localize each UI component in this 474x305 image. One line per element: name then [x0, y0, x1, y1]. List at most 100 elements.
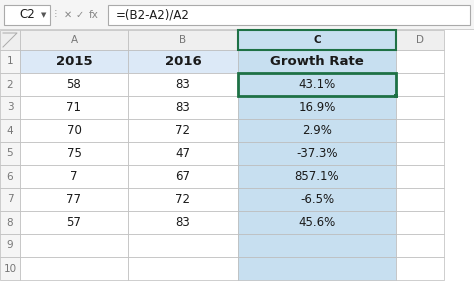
Text: 2: 2 [7, 80, 13, 89]
Bar [238, 234, 396, 257]
Bar [128, 188, 238, 211]
Bar [0, 188, 20, 211]
Text: 1: 1 [7, 56, 13, 66]
Text: 857.1%: 857.1% [295, 170, 339, 183]
Bar [396, 142, 444, 165]
Bar [20, 257, 128, 280]
Bar [396, 257, 444, 280]
Text: D: D [416, 35, 424, 45]
Bar [396, 234, 444, 257]
Text: 7: 7 [70, 170, 78, 183]
Bar [0, 142, 20, 165]
Bar [20, 119, 128, 142]
Bar [0, 96, 20, 119]
Bar [396, 188, 444, 211]
Bar [238, 165, 396, 188]
Text: 10: 10 [3, 264, 17, 274]
Bar [128, 96, 238, 119]
Bar [238, 96, 396, 119]
Bar [238, 73, 396, 96]
Text: ✓: ✓ [76, 10, 84, 20]
Bar [20, 234, 128, 257]
Text: 43.1%: 43.1% [298, 78, 336, 91]
Bar [0, 73, 20, 96]
Text: B: B [180, 35, 187, 45]
Text: 83: 83 [176, 216, 191, 229]
Bar [396, 211, 444, 234]
Text: =(B2-A2)/A2: =(B2-A2)/A2 [116, 9, 190, 21]
Bar [238, 50, 396, 73]
Text: 2016: 2016 [164, 55, 201, 68]
Bar [20, 73, 128, 96]
Bar [128, 257, 238, 280]
Text: -37.3%: -37.3% [296, 147, 338, 160]
Bar [238, 211, 396, 234]
Text: 58: 58 [67, 78, 82, 91]
Text: 16.9%: 16.9% [298, 101, 336, 114]
Bar [0, 234, 20, 257]
Bar [128, 234, 238, 257]
Bar [128, 30, 238, 50]
Bar [396, 73, 444, 96]
Bar [4, 5, 50, 25]
Bar [128, 73, 238, 96]
Bar [0, 29, 474, 30]
Bar [0, 165, 20, 188]
Bar [394, 94, 398, 98]
Text: 47: 47 [175, 147, 191, 160]
Bar [0, 0, 474, 30]
Bar [128, 165, 238, 188]
Text: 8: 8 [7, 217, 13, 228]
Bar [20, 211, 128, 234]
Text: 9: 9 [7, 241, 13, 250]
Text: 57: 57 [66, 216, 82, 229]
Bar [396, 30, 444, 50]
Bar [238, 142, 396, 165]
Bar [128, 211, 238, 234]
Text: 83: 83 [176, 78, 191, 91]
Bar [128, 142, 238, 165]
Bar [20, 165, 128, 188]
Bar [238, 73, 396, 96]
Bar [238, 30, 396, 50]
Text: 77: 77 [66, 193, 82, 206]
Text: 5: 5 [7, 149, 13, 159]
Bar [396, 119, 444, 142]
Bar [128, 50, 238, 73]
Text: ▼: ▼ [41, 12, 46, 18]
Text: ✕: ✕ [64, 10, 72, 20]
Text: 6: 6 [7, 171, 13, 181]
Text: 2015: 2015 [55, 55, 92, 68]
Bar [0, 50, 20, 73]
Bar [0, 30, 20, 50]
Text: Growth Rate: Growth Rate [270, 55, 364, 68]
Bar [396, 96, 444, 119]
Bar [20, 142, 128, 165]
Text: 70: 70 [66, 124, 82, 137]
Bar [20, 30, 128, 50]
Bar [20, 50, 128, 73]
Text: 75: 75 [66, 147, 82, 160]
Bar [396, 50, 444, 73]
Bar [238, 188, 396, 211]
Text: 3: 3 [7, 102, 13, 113]
Text: C2: C2 [19, 9, 35, 21]
Text: 2.9%: 2.9% [302, 124, 332, 137]
Text: C: C [313, 35, 321, 45]
Bar [238, 119, 396, 142]
Bar [238, 30, 396, 50]
Text: 72: 72 [175, 124, 191, 137]
Bar [20, 188, 128, 211]
Text: 45.6%: 45.6% [298, 216, 336, 229]
Bar [128, 119, 238, 142]
Text: 83: 83 [176, 101, 191, 114]
Text: -6.5%: -6.5% [300, 193, 334, 206]
Bar [238, 257, 396, 280]
Bar [396, 165, 444, 188]
Text: A: A [71, 35, 78, 45]
Text: 71: 71 [66, 101, 82, 114]
Bar [0, 211, 20, 234]
Text: 7: 7 [7, 195, 13, 204]
Text: 4: 4 [7, 125, 13, 135]
Text: ⁝: ⁝ [54, 10, 58, 20]
